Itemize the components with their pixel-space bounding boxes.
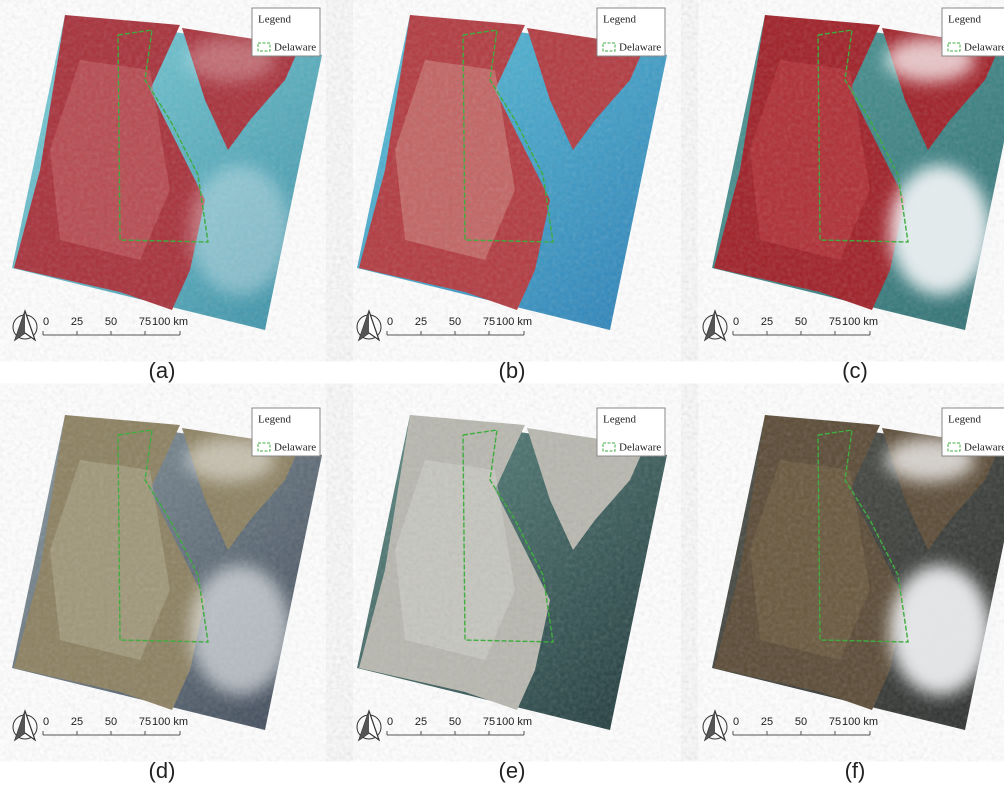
scale-label: 25 bbox=[415, 316, 427, 328]
legend-item: Delaware bbox=[964, 42, 1004, 54]
legend: Legend Delaware bbox=[597, 8, 665, 56]
scale-label: 25 bbox=[761, 716, 773, 728]
legend: Legend Delaware bbox=[597, 408, 665, 456]
texture bbox=[12, 415, 322, 730]
scale-label: 0 bbox=[387, 716, 393, 728]
satellite-image bbox=[712, 415, 1004, 730]
scale-label: 50 bbox=[449, 716, 461, 728]
texture bbox=[357, 15, 667, 330]
page: LegendDelaware0255075100 km(a)LegendDela… bbox=[0, 0, 1004, 787]
scale-label: 25 bbox=[761, 316, 773, 328]
legend-item: Delaware bbox=[619, 42, 661, 54]
cloud bbox=[890, 565, 990, 695]
cloud bbox=[190, 565, 290, 695]
scale-label: 50 bbox=[449, 316, 461, 328]
scale-label: 25 bbox=[71, 716, 83, 728]
panel-caption: (e) bbox=[499, 758, 526, 783]
legend: Legend Delaware bbox=[942, 8, 1004, 56]
scale-label: 100 km bbox=[842, 716, 878, 728]
legend-item: Delaware bbox=[964, 442, 1004, 454]
legend-item: Delaware bbox=[274, 442, 316, 454]
panel-caption: (a) bbox=[149, 358, 176, 383]
scale-label: 50 bbox=[795, 716, 807, 728]
satellite-image bbox=[357, 15, 667, 330]
scale-label: 75 bbox=[829, 316, 841, 328]
scale-label: 25 bbox=[415, 716, 427, 728]
legend-title: Legend bbox=[603, 414, 636, 426]
scale-label: 0 bbox=[733, 716, 739, 728]
legend-title: Legend bbox=[258, 14, 291, 26]
legend: Legend Delaware bbox=[252, 408, 320, 456]
panel-caption: (b) bbox=[499, 358, 526, 383]
scale-label: 75 bbox=[483, 716, 495, 728]
cloud bbox=[190, 165, 290, 295]
panel-caption: (d) bbox=[149, 758, 176, 783]
scale-label: 100 km bbox=[152, 316, 188, 328]
texture bbox=[12, 15, 322, 330]
scale-label: 0 bbox=[43, 316, 49, 328]
satellite-image bbox=[712, 15, 1004, 330]
satellite-image bbox=[12, 415, 322, 730]
figure: LegendDelaware0255075100 km(a)LegendDela… bbox=[0, 0, 1004, 787]
scale-label: 100 km bbox=[496, 716, 532, 728]
scale-label: 100 km bbox=[496, 316, 532, 328]
panel-caption: (f) bbox=[845, 758, 866, 783]
scale-label: 50 bbox=[105, 316, 117, 328]
scale-label: 0 bbox=[43, 716, 49, 728]
cloud bbox=[890, 165, 990, 295]
legend: Legend Delaware bbox=[252, 8, 320, 56]
satellite-image bbox=[357, 415, 667, 730]
satellite-image bbox=[12, 15, 322, 330]
panel-caption: (c) bbox=[842, 358, 868, 383]
scale-label: 100 km bbox=[842, 316, 878, 328]
legend-title: Legend bbox=[948, 14, 981, 26]
scale-label: 75 bbox=[829, 716, 841, 728]
scale-label: 75 bbox=[139, 716, 151, 728]
legend-title: Legend bbox=[258, 414, 291, 426]
legend-item: Delaware bbox=[619, 442, 661, 454]
legend: Legend Delaware bbox=[942, 408, 1004, 456]
scale-label: 0 bbox=[733, 316, 739, 328]
legend-item: Delaware bbox=[274, 42, 316, 54]
texture bbox=[357, 415, 667, 730]
scale-label: 100 km bbox=[152, 716, 188, 728]
legend-title: Legend bbox=[603, 14, 636, 26]
scale-label: 0 bbox=[387, 316, 393, 328]
scale-label: 75 bbox=[483, 316, 495, 328]
scale-label: 50 bbox=[795, 316, 807, 328]
legend-title: Legend bbox=[948, 414, 981, 426]
scale-label: 50 bbox=[105, 716, 117, 728]
scale-label: 75 bbox=[139, 316, 151, 328]
scale-label: 25 bbox=[71, 316, 83, 328]
